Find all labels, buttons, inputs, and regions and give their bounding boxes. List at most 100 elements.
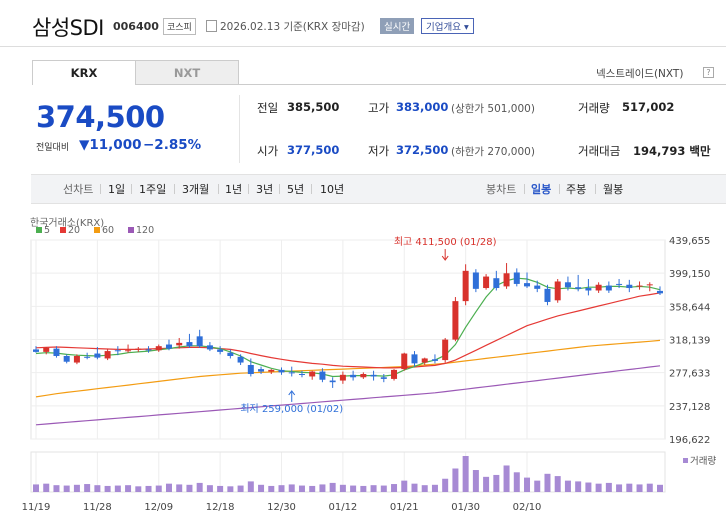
volume-bar — [503, 465, 510, 492]
trading-value: 194,793 백만 — [633, 144, 711, 158]
candle-body — [616, 283, 623, 285]
y-tick-label: 358,644 — [669, 302, 710, 313]
realtime-button[interactable]: 실시간 — [380, 18, 415, 34]
volume-bar — [657, 484, 663, 492]
candle-body — [135, 348, 142, 350]
volume-bar — [636, 484, 643, 492]
toolbar-separator — [311, 184, 312, 194]
candle-body — [585, 288, 592, 291]
candle-body — [155, 346, 162, 351]
candle-body — [564, 282, 571, 288]
volume-bar — [268, 485, 275, 492]
volume-bar — [247, 481, 254, 492]
high-value: 383,000 — [396, 100, 449, 114]
candle-body — [493, 278, 500, 289]
candle-body — [288, 372, 295, 374]
nextrade-link[interactable]: 넥스트레이드(NXT) — [596, 68, 684, 80]
volume-bar — [288, 484, 295, 492]
volume-bar — [258, 484, 265, 492]
low-label: 저가 — [368, 144, 390, 158]
header-divider — [0, 46, 726, 47]
volume-bar — [237, 485, 244, 492]
candle-body — [104, 351, 111, 359]
candle-body — [350, 374, 357, 378]
volume-value: 517,002 — [622, 100, 675, 114]
volume-bar — [186, 484, 193, 492]
candle-body — [125, 350, 132, 352]
range-10y-button[interactable]: 10년 — [320, 183, 345, 196]
weekly-candle-button[interactable]: 주봉 — [566, 183, 587, 196]
range-1y-button[interactable]: 1년 — [225, 183, 243, 196]
range-3m-button[interactable]: 3개월 — [182, 183, 210, 196]
candle-body — [646, 284, 653, 286]
volume-bar — [493, 474, 500, 492]
volume-bar — [442, 478, 449, 492]
volume-bar — [135, 486, 142, 492]
candle-body — [380, 377, 387, 379]
candle-body — [370, 374, 377, 377]
range-3y-button[interactable]: 3년 — [256, 183, 274, 196]
low-arrow-head — [288, 390, 296, 396]
help-icon[interactable]: ? — [703, 67, 714, 78]
volume-bar — [104, 485, 111, 492]
volume-bar — [125, 485, 132, 492]
low-value: 372,500 — [396, 143, 449, 157]
candle-body — [319, 371, 326, 380]
volume-bar — [217, 485, 224, 492]
volume-bar — [165, 483, 172, 492]
candle-body — [339, 374, 346, 381]
candle-body — [247, 364, 254, 375]
volume-bar — [431, 484, 438, 492]
volume-bar — [472, 470, 479, 492]
volume-bar — [626, 483, 633, 492]
candle-chart-button[interactable]: 봉차트 — [486, 183, 517, 196]
company-overview-dropdown[interactable]: 기업개요 ▾ — [421, 18, 474, 34]
volume-bar — [84, 484, 91, 492]
candle-body — [524, 283, 531, 287]
tab-nxt[interactable]: NXT — [135, 60, 239, 85]
candle-body — [186, 342, 193, 347]
candle-body — [145, 349, 152, 351]
candle-body — [206, 345, 213, 350]
lower-limit: (하한가 270,000) — [451, 146, 535, 158]
candle-body — [94, 353, 101, 358]
trading-value-label: 거래대금 — [578, 144, 621, 158]
volume-bar — [339, 484, 346, 492]
volume-bar — [145, 485, 152, 492]
high-label: 고가 — [368, 101, 390, 115]
legend-ma20: 20 — [60, 225, 80, 236]
x-tick-label: 11/19 — [22, 502, 51, 513]
candle-body — [636, 285, 643, 287]
stock-name: 삼성SDI — [32, 16, 104, 40]
candle-body — [462, 270, 469, 302]
y-tick-label: 277,633 — [669, 369, 710, 380]
candle-body — [258, 369, 265, 372]
change-percent: −2.85% — [143, 137, 202, 153]
volume-bar — [401, 480, 408, 492]
x-tick-label: 11/28 — [83, 502, 112, 513]
candle-body — [554, 281, 561, 301]
x-tick-label: 12/09 — [144, 502, 173, 513]
line-chart-button[interactable]: 선차트 — [63, 183, 94, 196]
volume-bar — [575, 481, 582, 492]
monthly-candle-button[interactable]: 월봉 — [603, 183, 624, 196]
volume-panel-frame — [30, 451, 666, 493]
range-1d-button[interactable]: 1일 — [108, 183, 126, 196]
volume-bar — [452, 468, 459, 492]
tab-krx[interactable]: KRX — [32, 60, 136, 85]
y-tick-label: 237,128 — [669, 402, 710, 413]
daily-candle-button[interactable]: 일봉 — [531, 183, 552, 196]
toolbar-separator — [524, 184, 525, 194]
change-label: 전일대비 — [36, 143, 70, 153]
candle-body — [237, 356, 244, 363]
range-1w-button[interactable]: 1주일 — [139, 183, 167, 196]
range-5y-button[interactable]: 5년 — [287, 183, 305, 196]
candle-body — [227, 352, 234, 356]
x-tick-label: 12/18 — [206, 502, 235, 513]
volume-bar — [329, 482, 336, 492]
volume-bar — [278, 485, 285, 492]
stock-code: 006400 — [113, 20, 159, 33]
volume-bar — [564, 480, 571, 492]
ma120-line — [35, 365, 661, 426]
